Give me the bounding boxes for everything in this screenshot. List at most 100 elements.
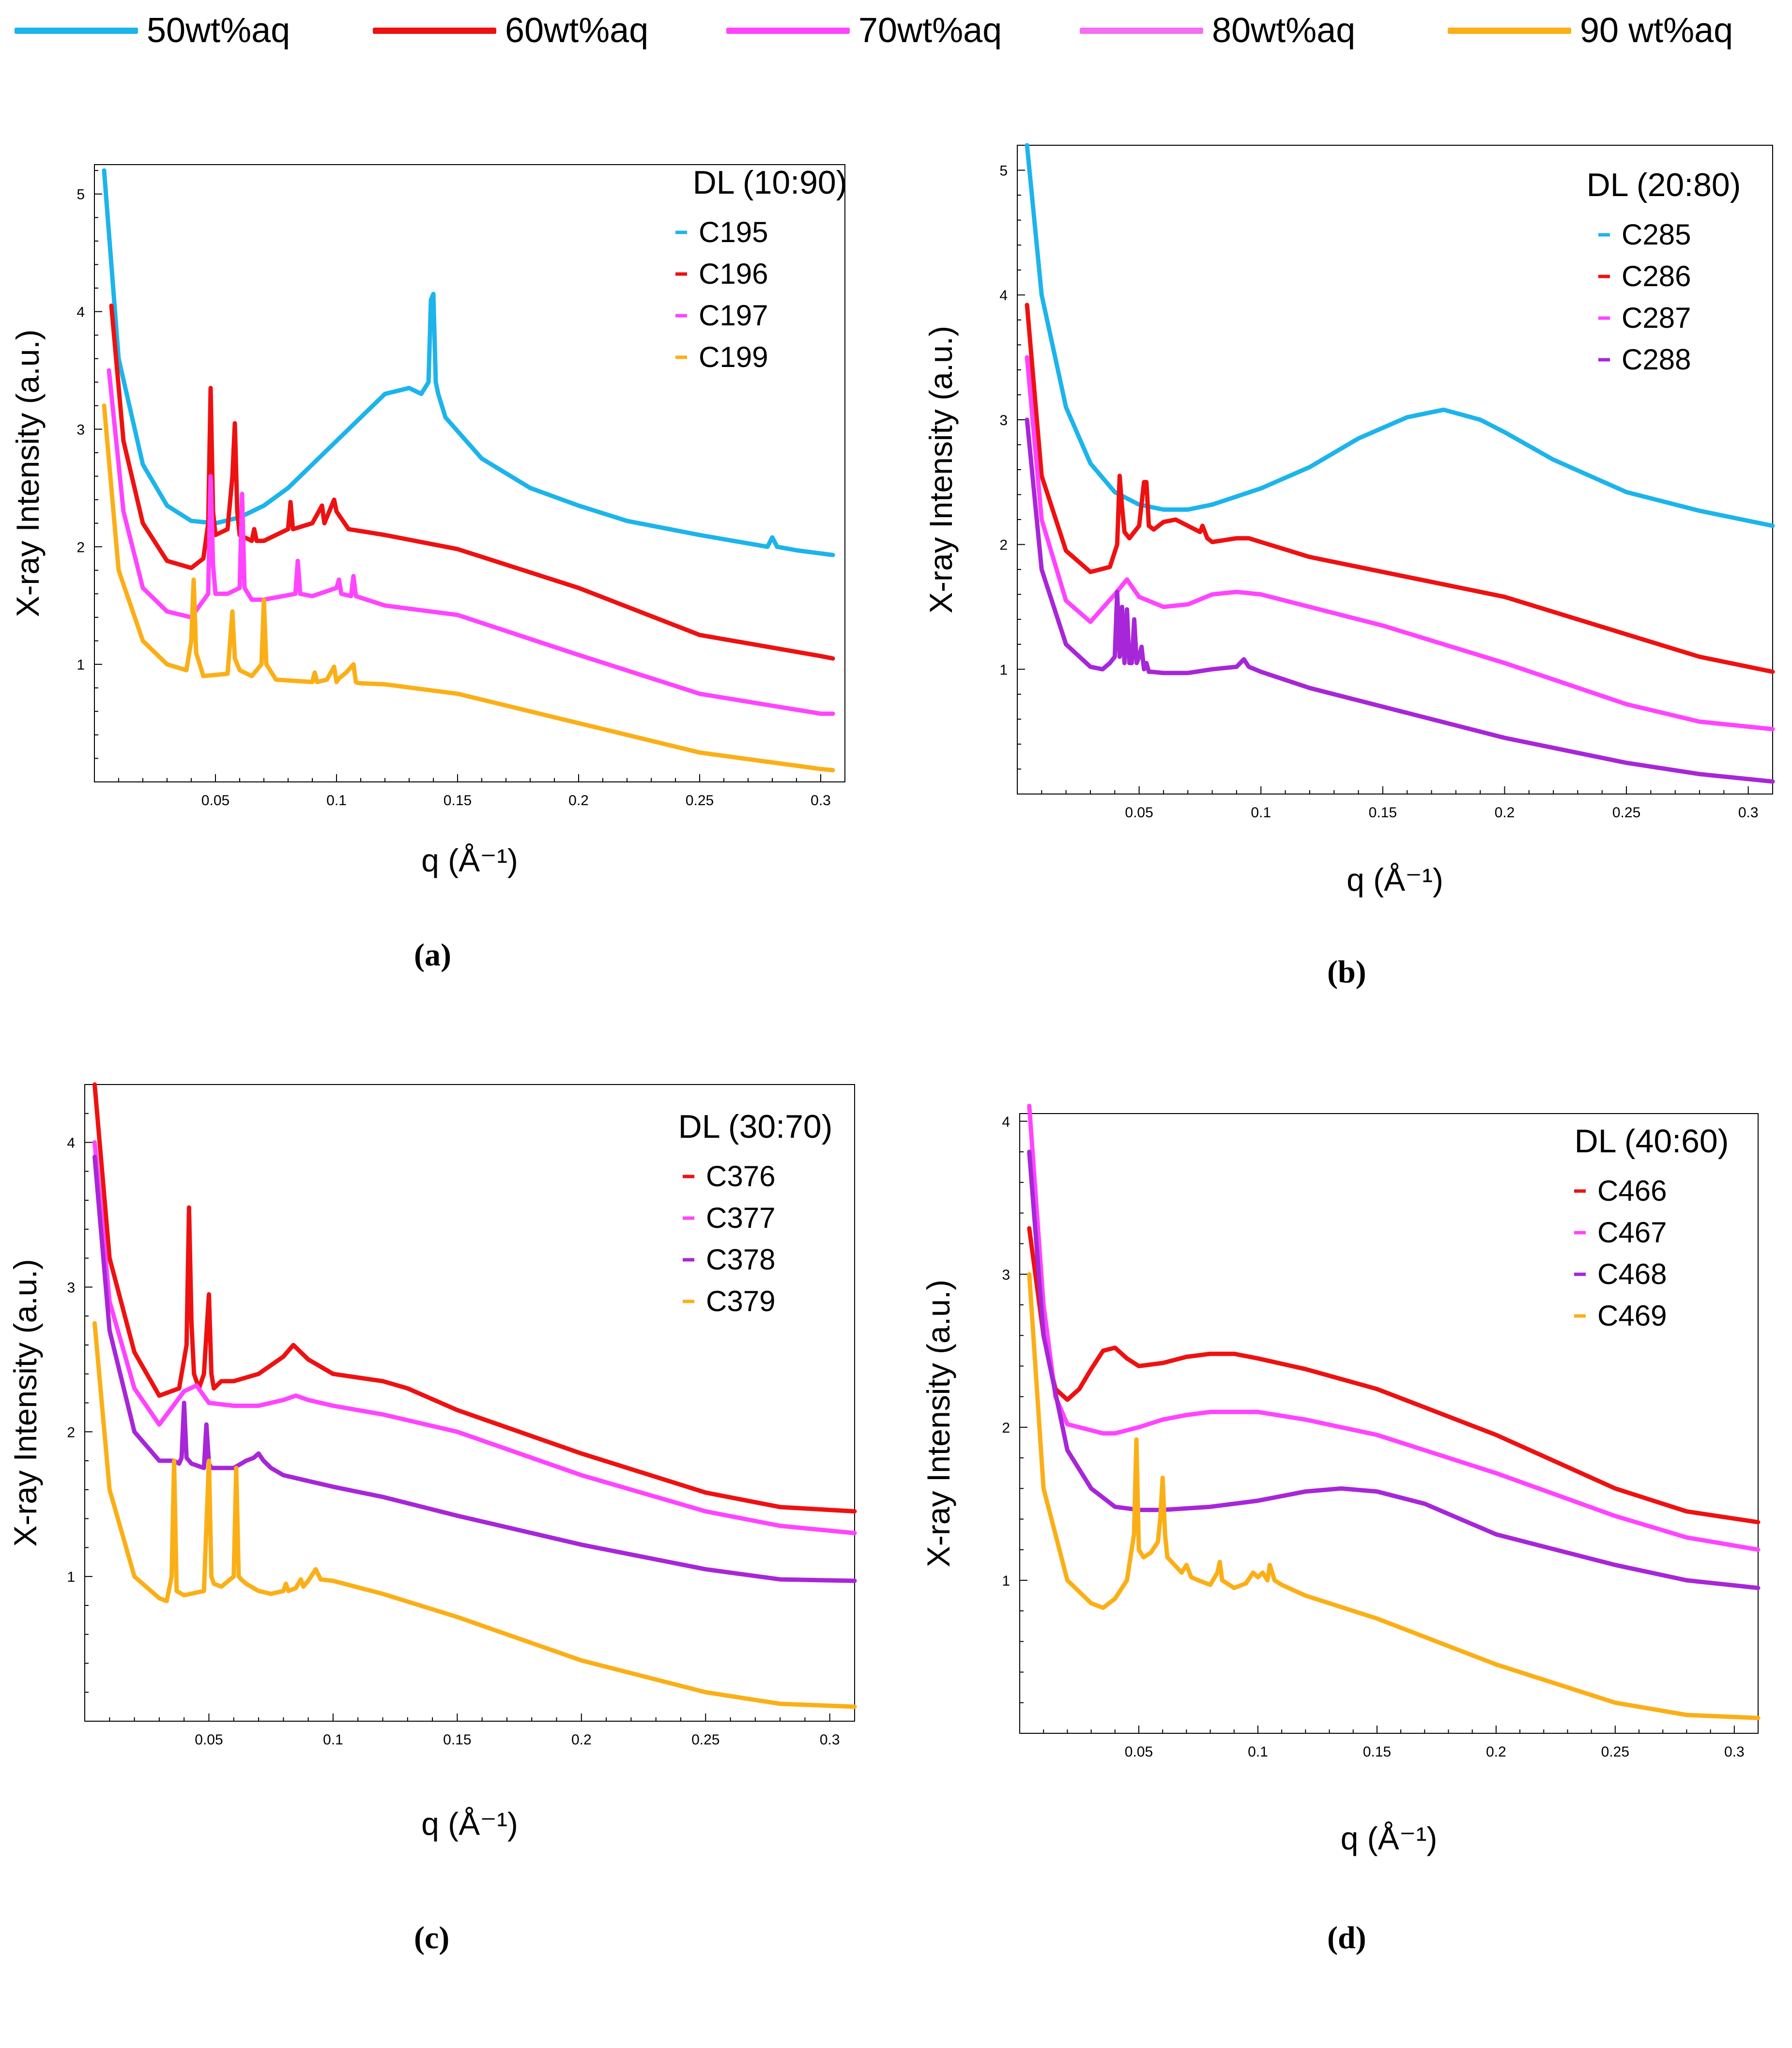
figure-legend: 50wt%aq 60wt%aq 70wt%aq 80wt%aq 90 wt%aq [0,0,1792,63]
series-line-c285 [1025,143,1775,528]
legend-label-c469: C469 [1597,1299,1667,1332]
y-tick-label: 1 [67,1569,75,1585]
legend-item-80wt: 80wt%aq [1080,9,1355,52]
x-tick-label: 0.25 [1601,1744,1629,1760]
chart-svg-c: 0.05 0.1 0.15 0.2 0.25 0.3 1 2 3 4 DL (30:70) C376 C… [7,1082,857,1842]
legend-label-c286: C286 [1622,260,1691,292]
legend-label: 50wt%aq [147,11,291,50]
panel-label-a: (a) [414,937,451,973]
x-tick-label: 0.05 [195,1732,223,1748]
x-tick-label: 0.15 [444,793,472,809]
x-tick-label: 0.2 [1495,805,1515,821]
panel-label-c: (c) [414,1920,450,1956]
y-axis-label: X-ray Intensity (a.u.) [923,326,959,613]
y-tick-label: 2 [77,539,85,555]
panel-d: 0.05 0.1 0.15 0.2 0.25 0.3 1 2 3 4 DL (40:60) C466 C… [896,1065,1792,2048]
y-tick-label: 1 [1002,1573,1010,1589]
legend-label: 80wt%aq [1212,11,1356,50]
series-line-c378 [92,1154,857,1583]
legend-label-c468: C468 [1597,1258,1667,1290]
legend-label-c196: C196 [699,258,768,290]
y-tick-label: 1 [77,657,85,673]
legend-label-c199: C199 [699,341,768,373]
chart-title: DL (40:60) [1575,1123,1729,1160]
legend-item-60wt: 60wt%aq [373,9,648,52]
series-line-c287 [1025,355,1775,732]
y-tick-label: 4 [77,305,85,321]
y-tick-label: 4 [67,1135,75,1151]
series-line-c466 [1027,1226,1761,1525]
y-tick-label: 3 [67,1280,75,1296]
series-line-c376 [92,1082,857,1514]
x-tick-label: 0.3 [820,1732,840,1748]
panel-label-b: (b) [1327,954,1366,990]
chart-title: DL (30:70) [678,1108,833,1145]
series-line-c467 [1027,1103,1761,1552]
series-line-c286 [1025,303,1775,674]
x-tick-label: 0.3 [1724,1744,1745,1760]
x-axis-label: q (Å⁻¹) [421,1806,518,1842]
panel-label-d: (d) [1327,1920,1366,1956]
x-tick-label: 0.2 [571,1732,592,1748]
legend-label-c467: C467 [1597,1216,1667,1249]
panel-b: 0.05 0.1 0.15 0.2 0.25 0.3 1 2 3 4 5 DL (20:80) C285… [896,82,1792,1065]
x-axis-label: q (Å⁻¹) [1347,862,1443,898]
series-line-c197 [107,368,835,716]
y-axis-label: X-ray Intensity (a.u.) [10,329,46,617]
y-tick-label: 1 [999,662,1008,678]
x-tick-label: 0.2 [568,793,589,809]
y-tick-label: 2 [67,1424,75,1440]
legend-item-70wt: 70wt%aq [726,9,1002,52]
legend-label-c288: C288 [1622,343,1691,376]
y-tick-label: 3 [77,422,85,438]
y-tick-label: 5 [77,187,85,203]
legend-label-c379: C379 [706,1285,775,1317]
legend-swatch [726,27,850,34]
legend-swatch [15,27,138,34]
panel-a: 0.05 0.1 0.15 0.2 0.25 0.3 1 2 3 4 5 DL (10:90) C195… [0,82,896,1065]
x-tick-label: 0.25 [1612,805,1640,821]
panel-c: 0.05 0.1 0.15 0.2 0.25 0.3 1 2 3 4 DL (30:70) C376 C… [0,1065,896,2048]
plot-frame [94,164,845,782]
x-tick-label: 0.05 [1125,805,1153,821]
legend-label-c287: C287 [1622,302,1691,334]
x-tick-label: 0.1 [323,1732,343,1748]
x-tick-label: 0.15 [1369,805,1397,821]
x-tick-label: 0.3 [811,793,831,809]
y-tick-label: 3 [999,413,1008,428]
legend-label-c197: C197 [699,299,768,332]
plot-frame [1019,1113,1759,1734]
y-tick-label: 4 [999,288,1008,304]
y-tick-label: 4 [1002,1114,1010,1130]
legend-label: 60wt%aq [505,11,649,50]
chart-title: DL (20:80) [1587,167,1741,203]
x-tick-label: 0.1 [1251,805,1271,821]
legend-label-c377: C377 [706,1202,775,1234]
chart-title: DL (10:90) [693,164,847,201]
legend-label-c376: C376 [706,1160,775,1192]
y-tick-label: 2 [999,537,1008,553]
series-line-c469 [1027,1272,1761,1720]
x-axis-label: q (Å⁻¹) [421,842,518,878]
x-tick-label: 0.15 [443,1732,471,1748]
x-axis-label: q (Å⁻¹) [1341,1820,1438,1856]
y-tick-label: 3 [1002,1267,1010,1283]
series-line-c377 [92,1140,857,1535]
legend-label: 70wt%aq [858,11,1002,50]
y-tick-label: 5 [999,163,1008,179]
legend-label-c466: C466 [1597,1175,1667,1207]
legend-item-90wt: 90 wt%aq [1448,9,1733,52]
legend-swatch [373,27,496,34]
y-axis-label: X-ray Intensity (a.u.) [920,1280,956,1567]
legend-label-c195: C195 [699,216,768,248]
x-tick-label: 0.2 [1486,1744,1506,1760]
x-tick-label: 0.05 [201,793,230,809]
series-line-c288 [1025,417,1775,784]
legend-swatch [1448,27,1571,34]
x-tick-label: 0.3 [1738,805,1759,821]
x-tick-label: 0.1 [1248,1744,1268,1760]
x-tick-label: 0.1 [326,793,347,809]
legend-label-c285: C285 [1622,218,1691,251]
chart-svg-b: 0.05 0.1 0.15 0.2 0.25 0.3 1 2 3 4 5 DL (20:80) C285… [923,143,1775,898]
chart-svg-a: 0.05 0.1 0.15 0.2 0.25 0.3 1 2 3 4 5 DL (10:90) C195… [10,164,847,878]
